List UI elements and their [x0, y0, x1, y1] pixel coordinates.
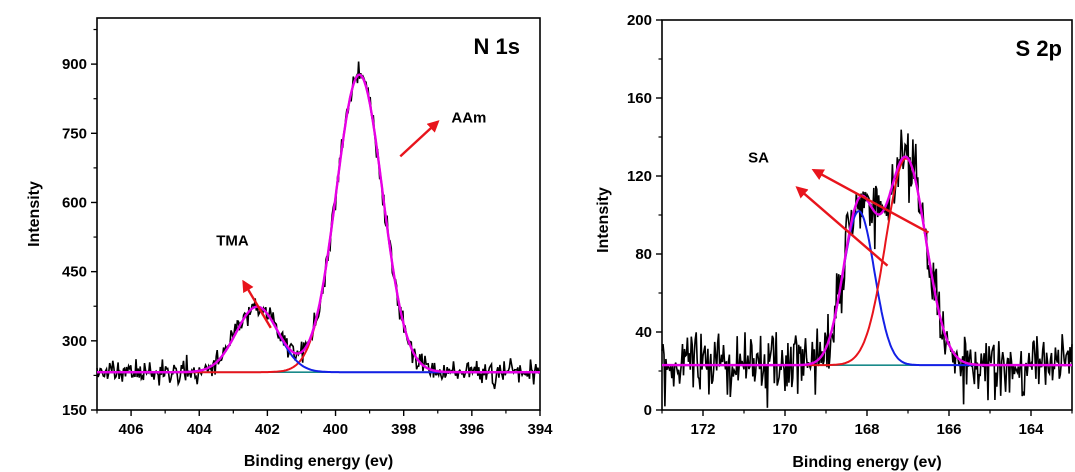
n1s-curves: [96, 61, 541, 390]
s2p-curves: [661, 129, 1073, 408]
n1s-x-tick-label: 398: [391, 421, 416, 438]
s2p-y-tick-label: 40: [635, 324, 652, 341]
n1s-title: N 1s: [474, 34, 520, 59]
s2p-component-2-line: [662, 157, 1072, 367]
n1s-x-tick-label: 396: [459, 421, 484, 438]
s2p-annotation-sa: SA: [748, 149, 769, 166]
s2p-y-tick-label: 200: [627, 12, 652, 29]
s2p-title: S 2p: [1016, 36, 1062, 61]
s2p-x-tick-label: 170: [772, 421, 797, 438]
s2p-x-tick-label: 168: [854, 421, 879, 438]
n1s-y-tick-label: 450: [62, 264, 87, 281]
n1s-annotation-aam: AAm: [451, 110, 486, 127]
s2p-panel: 172 170 168 166 164 0 40 80 120 160 200 S 2p SA Bi…: [595, 12, 1073, 471]
n1s-y-tick-label: 150: [62, 402, 87, 419]
s2p-x-tick-label: 166: [936, 421, 961, 438]
s2p-x-tick-label: 164: [1018, 421, 1044, 438]
n1s-plot-frame: [96, 17, 541, 411]
n1s-y-tick-label: 900: [62, 56, 87, 73]
n1s-annotation-arrow: [399, 120, 440, 158]
n1s-x-axis-label: Binding energy (ev): [244, 453, 393, 470]
s2p-x-axis-label: Binding energy (ev): [792, 454, 941, 471]
n1s-y-tick-label: 300: [62, 333, 87, 350]
s2p-y-tick-label: 120: [627, 168, 652, 185]
n1s-annotation-tma: TMA: [216, 232, 249, 249]
s2p-annotation-arrow: [795, 186, 889, 267]
n1s-x-tick-label: 404: [187, 421, 213, 438]
s2p-y-tick-label: 0: [644, 402, 652, 419]
n1s-x-tick-label: 406: [119, 421, 144, 438]
n1s-x-tick-label: 402: [255, 421, 280, 438]
n1s-x-tick-label: 394: [527, 421, 553, 438]
s2p-component-1-line: [662, 210, 1072, 367]
n1s-x-tick-label: 400: [323, 421, 348, 438]
n1s-raw-spectrum-line: [96, 61, 541, 390]
n1s-arrows: [242, 120, 440, 329]
n1s-y-tick-label: 600: [62, 194, 87, 211]
s2p-arrows: [795, 169, 930, 267]
s2p-annotation-arrow: [811, 169, 930, 234]
n1s-panel: 406 404 402 400 398 396 394150300450600750900 …: [26, 17, 553, 470]
n1s-y-tick-label: 750: [62, 125, 87, 142]
n1s-envelope-line: [97, 73, 540, 374]
n1s-ticks: 406 404 402 400 398 396 394 150 300 450 600 750 900: [62, 28, 553, 438]
s2p-y-axis-label: Intensity: [595, 187, 612, 253]
s2p-y-tick-label: 80: [635, 246, 652, 263]
n1s-y-axis-label: Intensity: [26, 181, 43, 247]
s2p-raw-spectrum-line: [661, 129, 1073, 408]
s2p-x-tick-label: 172: [690, 421, 715, 438]
s2p-y-tick-label: 160: [627, 90, 652, 107]
s2p-ticks: 172 170 168 166 164 0 40 80 120 160 200: [627, 12, 1073, 438]
n1s-annotation-arrow: [242, 279, 272, 329]
